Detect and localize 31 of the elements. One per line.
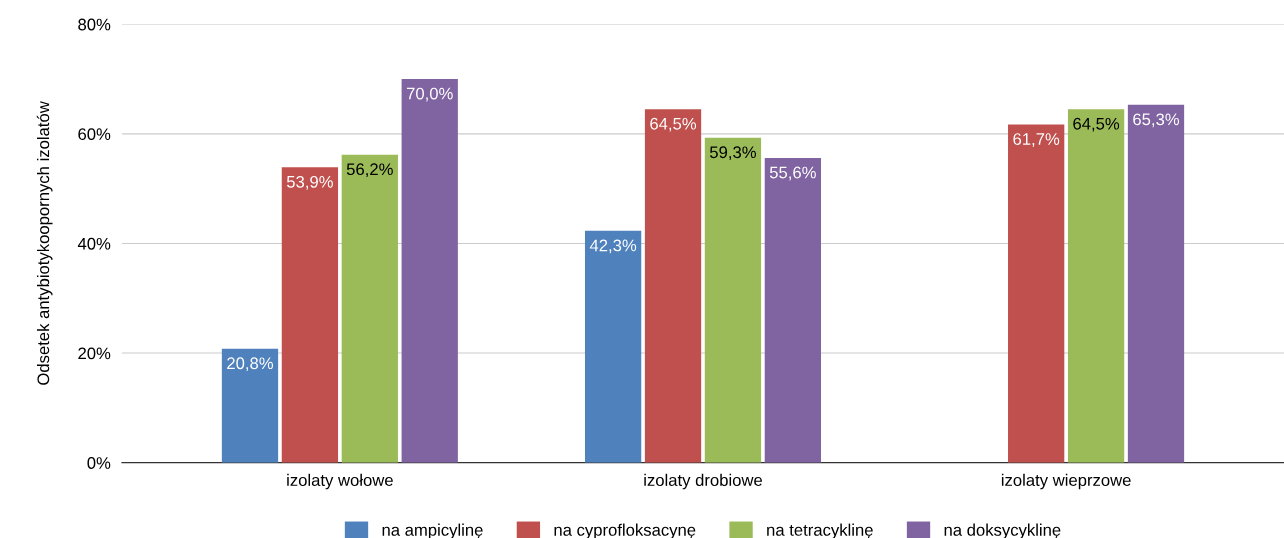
x-tick-label: izolaty drobiowe: [644, 473, 763, 490]
bar: [1008, 124, 1065, 463]
x-tick-label: izolaty wołowe: [287, 473, 393, 490]
data-label: 61,7%: [1013, 133, 1060, 147]
data-label: 42,3%: [589, 239, 637, 254]
bar: [1067, 109, 1125, 463]
y-tick-label: 20%: [78, 347, 111, 360]
data-label: 59,3%: [709, 146, 756, 161]
data-label: 20,8%: [227, 357, 274, 372]
data-label: 64,5%: [1073, 117, 1120, 132]
bar: [644, 109, 702, 463]
bar: [401, 79, 458, 463]
bar: [221, 348, 279, 463]
y-axis-title: Odsetek antybiotykoopornych izolatów: [36, 101, 53, 385]
x-tick-label: izolaty wieprzowe: [1001, 473, 1131, 490]
bar: [584, 230, 642, 463]
data-label: 53,9%: [286, 175, 333, 190]
bar: [764, 157, 822, 463]
data-label: 56,2%: [346, 163, 393, 178]
y-tick-label: 40%: [77, 237, 111, 250]
data-label: 55,6%: [769, 166, 816, 181]
bar: [281, 167, 339, 463]
y-tick-label: 0%: [87, 457, 111, 469]
bar: [704, 137, 762, 463]
y-tick-label: 80%: [78, 18, 111, 31]
y-tick-label: 60%: [78, 128, 111, 141]
bar: [1127, 104, 1185, 463]
data-label: 64,5%: [650, 117, 697, 132]
bar: [341, 154, 398, 463]
data-label: 70,0%: [406, 87, 453, 102]
data-label: 65,3%: [1133, 113, 1180, 128]
